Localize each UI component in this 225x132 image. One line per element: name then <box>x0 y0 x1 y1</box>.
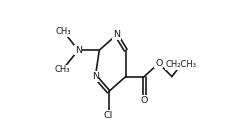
Text: CH₃: CH₃ <box>56 27 71 36</box>
Text: N: N <box>92 72 99 81</box>
Text: N: N <box>75 46 82 55</box>
Text: O: O <box>140 96 148 105</box>
Text: CH₂CH₃: CH₂CH₃ <box>166 60 197 69</box>
Text: CH₃: CH₃ <box>55 65 70 74</box>
Text: O: O <box>155 59 162 68</box>
Text: N: N <box>113 30 120 39</box>
Text: Cl: Cl <box>104 111 113 120</box>
